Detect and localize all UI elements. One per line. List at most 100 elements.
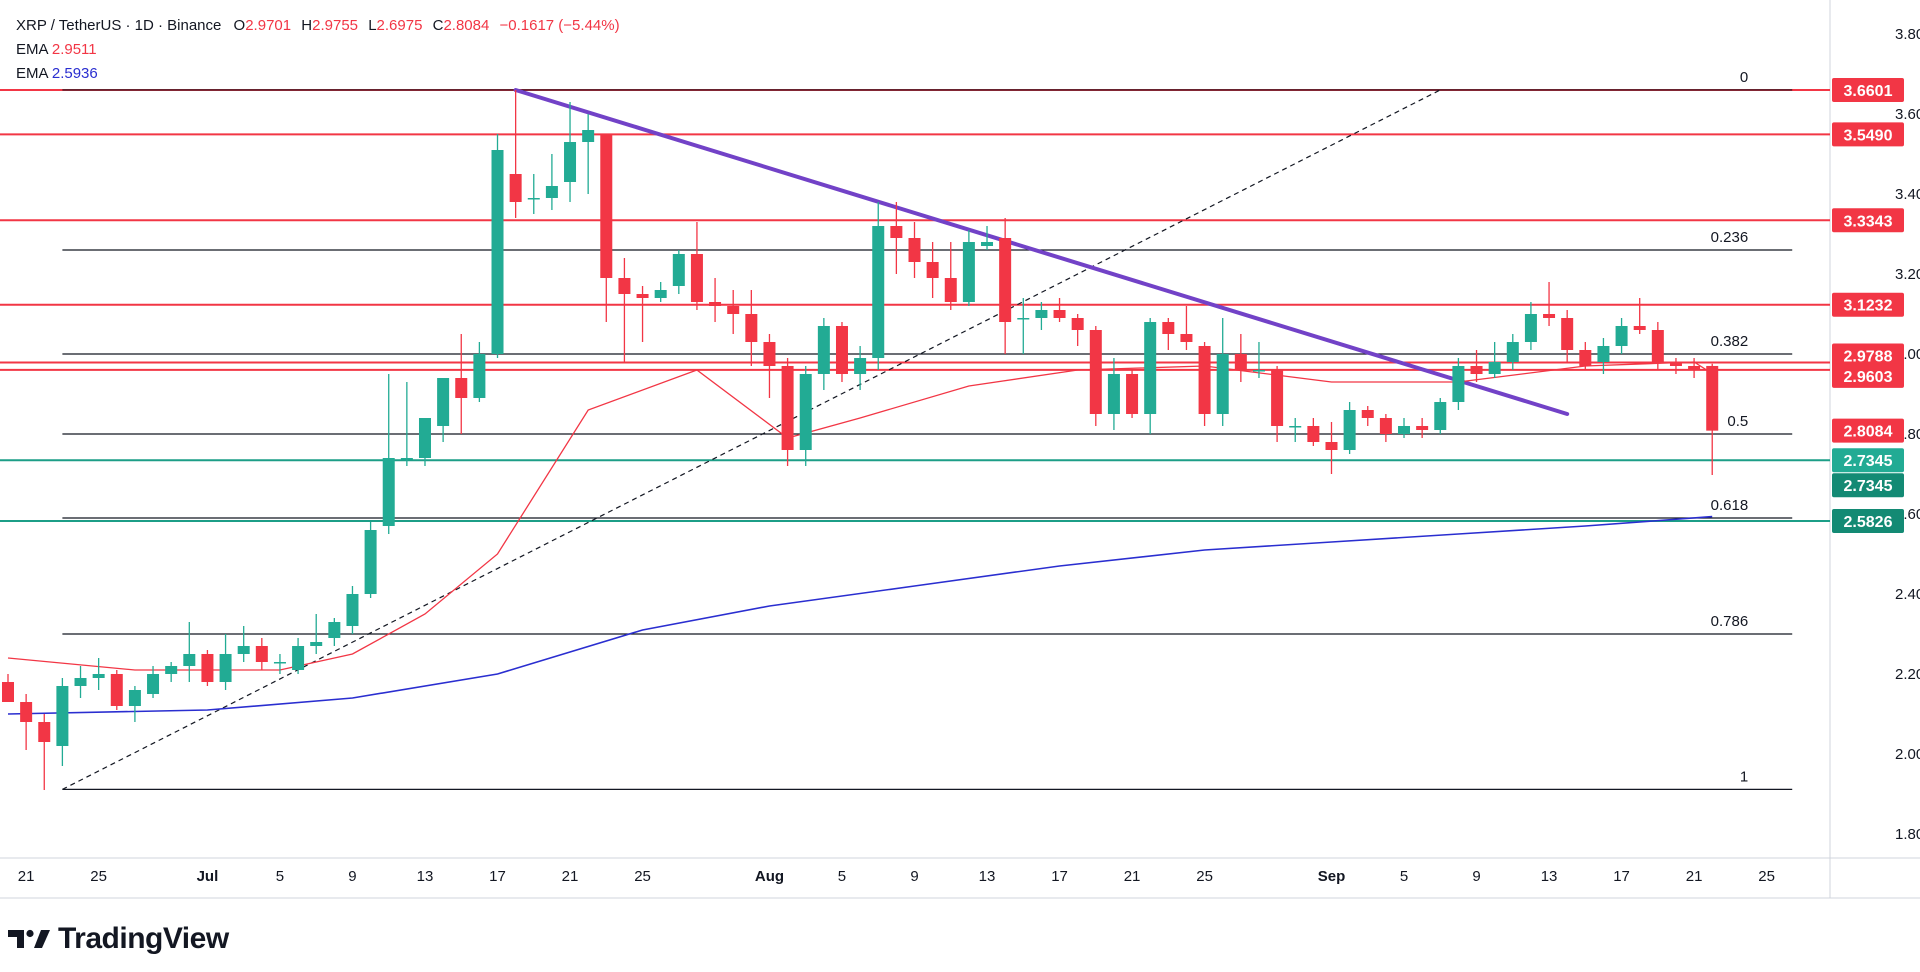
candle	[273, 654, 286, 674]
candle	[2, 674, 14, 702]
fib-level-label: 0	[1740, 69, 1748, 86]
candle	[817, 318, 830, 390]
last-price-tag: 2.8084	[1844, 424, 1893, 441]
price-tick-label: 1.8000	[1895, 826, 1920, 843]
candle	[219, 634, 232, 690]
candle	[890, 202, 903, 274]
resistance-price-tag: 2.9603	[1844, 369, 1893, 386]
change-value: −0.1617 (−5.44%)	[499, 17, 620, 34]
candle-body	[926, 262, 939, 278]
candle-body	[1452, 366, 1465, 402]
low-label: L	[368, 17, 377, 34]
candle	[473, 342, 486, 402]
candle	[1216, 318, 1229, 426]
brand-name: TradingView	[58, 922, 229, 955]
candle-body	[1543, 314, 1556, 318]
candle-body	[1669, 362, 1682, 366]
candle	[201, 650, 214, 686]
candle	[147, 666, 160, 698]
candle-body	[817, 326, 830, 374]
candle-body	[1053, 310, 1066, 318]
candle	[908, 222, 921, 278]
candle-body	[1688, 366, 1701, 370]
candle-body	[1180, 334, 1193, 342]
ema-slow-value: 2.5936	[51, 65, 98, 82]
candle	[1343, 402, 1356, 454]
candle	[382, 374, 395, 534]
candle	[1398, 418, 1411, 438]
candle-body	[147, 674, 160, 694]
candle-body	[1162, 322, 1175, 334]
candle	[1325, 422, 1338, 474]
time-tick-label: 17	[489, 868, 506, 885]
candle	[1361, 406, 1374, 426]
candle-body	[527, 198, 540, 200]
candle-body	[273, 662, 286, 664]
candle	[763, 334, 776, 398]
candle	[1615, 318, 1628, 354]
ema-fast-line	[7, 361, 1713, 671]
ema-fast-value: 2.9511	[51, 41, 97, 58]
candle-body	[1144, 322, 1157, 414]
candle	[455, 334, 468, 434]
time-tick-label: 25	[634, 868, 651, 885]
candle	[437, 378, 450, 442]
support-price-tag: 2.5826	[1844, 514, 1893, 531]
candle-body	[473, 354, 486, 398]
horizontal-levels	[0, 88, 1830, 522]
candle	[1035, 302, 1048, 330]
candle	[799, 366, 812, 466]
low-value: 2.6975	[376, 17, 423, 34]
time-tick-label: 25	[1196, 868, 1213, 885]
support-price-tag-bg	[1832, 448, 1904, 473]
candle-body	[219, 654, 232, 682]
candle	[1089, 326, 1102, 426]
ema-slow-row[interactable]: EMA 2.5936	[16, 62, 620, 86]
candle-body	[128, 690, 141, 706]
high-value: 2.9755	[312, 17, 359, 34]
time-tick-label: 25	[1758, 868, 1775, 885]
candle-body	[1633, 326, 1646, 330]
chart-frame	[0, 0, 1920, 899]
resistance-price-tag-bg	[1832, 122, 1904, 147]
price-tick-label: 2.2000	[1895, 666, 1920, 683]
ema-fast-label: EMA	[16, 41, 48, 58]
price-tick-label: 3.6000	[1895, 106, 1920, 123]
tradingview-brand[interactable]: TradingView	[8, 922, 229, 956]
candle	[1633, 298, 1646, 334]
candle-body	[1343, 410, 1356, 450]
candle	[1053, 298, 1066, 322]
candle	[999, 218, 1012, 354]
candle-body	[292, 646, 305, 670]
candle-body	[545, 186, 558, 198]
candle	[1597, 338, 1610, 374]
resistance-price-tag: 3.6601	[1844, 83, 1893, 100]
dashed-projection-line	[62, 89, 1441, 790]
time-axis: 21 25 Jul 5 9 13 17 21 25 Aug 5 9 13 17 21 25 Sep 5 9 13 17 2…	[18, 868, 1775, 885]
candle-body	[165, 666, 178, 674]
candle	[1543, 282, 1556, 326]
candle	[400, 382, 413, 466]
candle-body	[1398, 426, 1411, 434]
candle-body	[437, 378, 450, 426]
price-tick-label: 3.8000	[1895, 26, 1920, 43]
candle-body	[618, 278, 631, 294]
candle-body	[2, 682, 14, 702]
time-tick-label: 25	[90, 868, 107, 885]
candle	[564, 102, 577, 202]
ema-fast-row[interactable]: EMA 2.9511	[16, 38, 620, 62]
candle-body	[418, 418, 431, 458]
fib-level-label: 0.236	[1711, 229, 1749, 246]
candle	[1452, 358, 1465, 410]
candles	[2, 90, 1719, 790]
candle-body	[74, 678, 87, 686]
candle-body	[1361, 410, 1374, 418]
candle	[835, 322, 848, 382]
candle	[545, 154, 558, 210]
candle	[1669, 358, 1682, 374]
candle	[944, 242, 957, 310]
candle	[926, 242, 939, 298]
candle	[1017, 298, 1030, 354]
